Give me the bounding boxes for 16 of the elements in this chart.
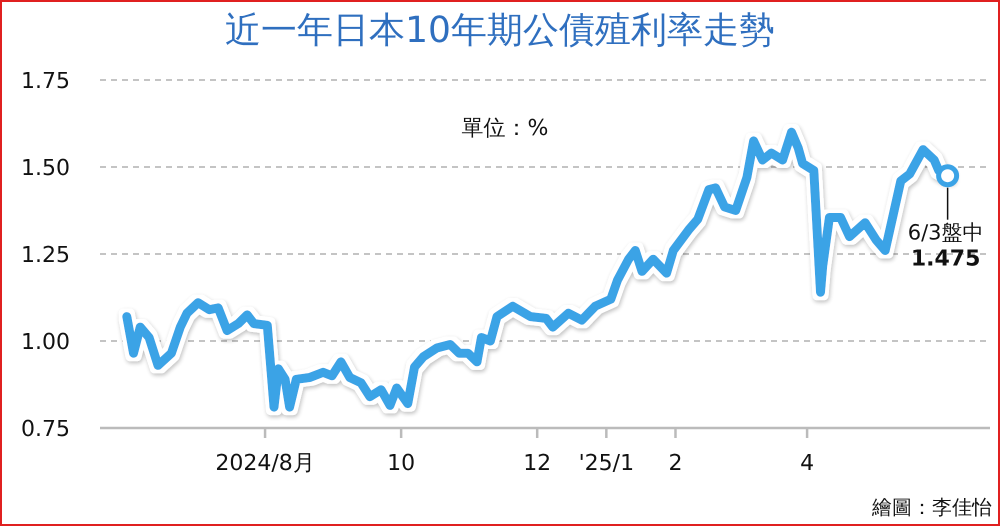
text: 繪圖：李佳怡 xyxy=(871,495,992,519)
y-tick-label: 0.75 xyxy=(21,417,70,442)
y-tick-label: 1.75 xyxy=(21,69,70,94)
x-tick-label: 2024/8月 xyxy=(215,451,315,476)
y-tick-label: 1.25 xyxy=(21,243,70,268)
annotation: 6/3盤中 xyxy=(908,220,984,245)
x-tick-label: 4 xyxy=(800,451,814,476)
x-tick-label: 10 xyxy=(387,451,416,476)
x-tick-label: 2 xyxy=(668,451,682,476)
annotation: 單位：% xyxy=(462,116,548,141)
x-tick-label: 12 xyxy=(523,451,552,476)
annotation: 1.475 xyxy=(910,246,980,272)
y-tick-label: 1.50 xyxy=(21,156,70,181)
chart-title: 近一年日本10年期公債殖利率走勢 xyxy=(225,10,775,51)
x-tick-label: '25/1 xyxy=(578,451,634,476)
y-tick-label: 1.00 xyxy=(21,330,70,355)
